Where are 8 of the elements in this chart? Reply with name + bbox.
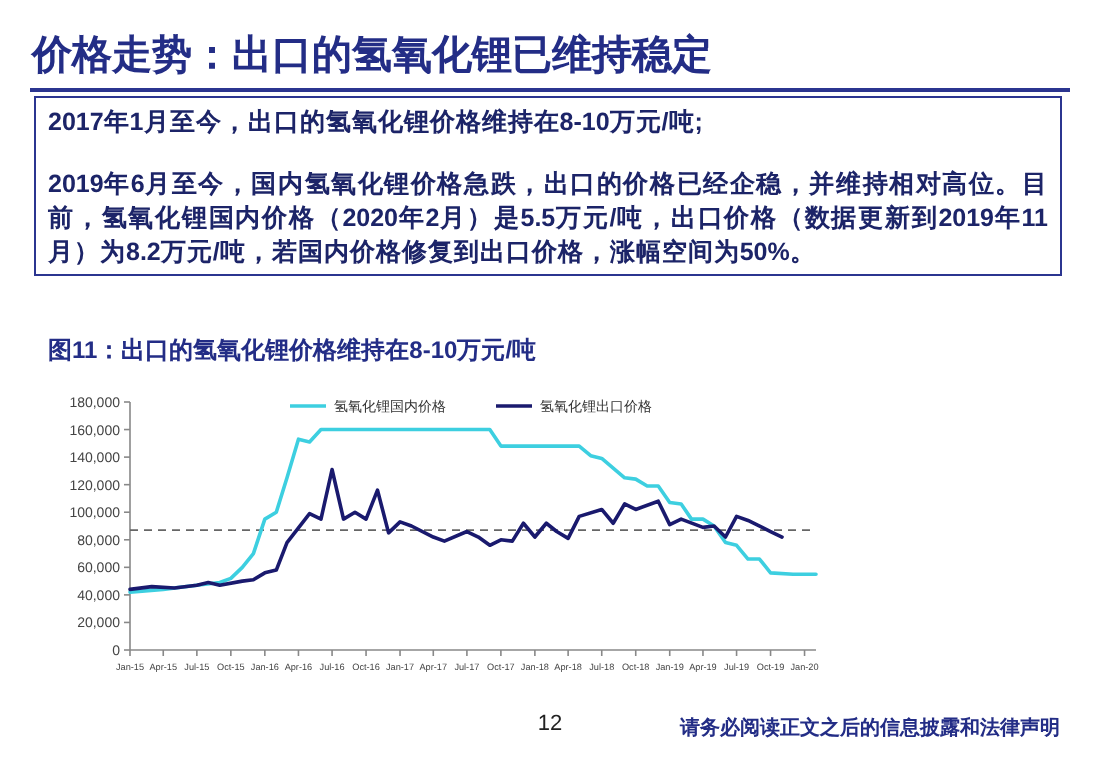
line-series: [128, 427, 818, 594]
chart-title: 图11：出口的氢氧化锂价格维持在8-10万元/吨: [48, 334, 537, 368]
text: 价格走势：出口的氢氧化锂已维持稳定: [32, 31, 712, 82]
text: 12: [535, 712, 565, 736]
text: 请务必阅读正文之后的信息披露和法律声明: [680, 714, 1060, 742]
line-series: [128, 467, 784, 592]
text: 2017年1月至今，出口的氢氧化锂价格维持在8-10万元/吨;: [48, 106, 705, 140]
text: 2019年6月至今，国内氢氧化锂价格急跌，出口的价格已经企稳，并维持相对高位。目前，氢氧化锂国内价格（2020年2月）是5.5万元/吨，出口价格（数据更新到2019年11月）为8.2万元/吨，若国内价格修复到出口价格，涨幅空间为50%。: [48, 168, 1048, 270]
